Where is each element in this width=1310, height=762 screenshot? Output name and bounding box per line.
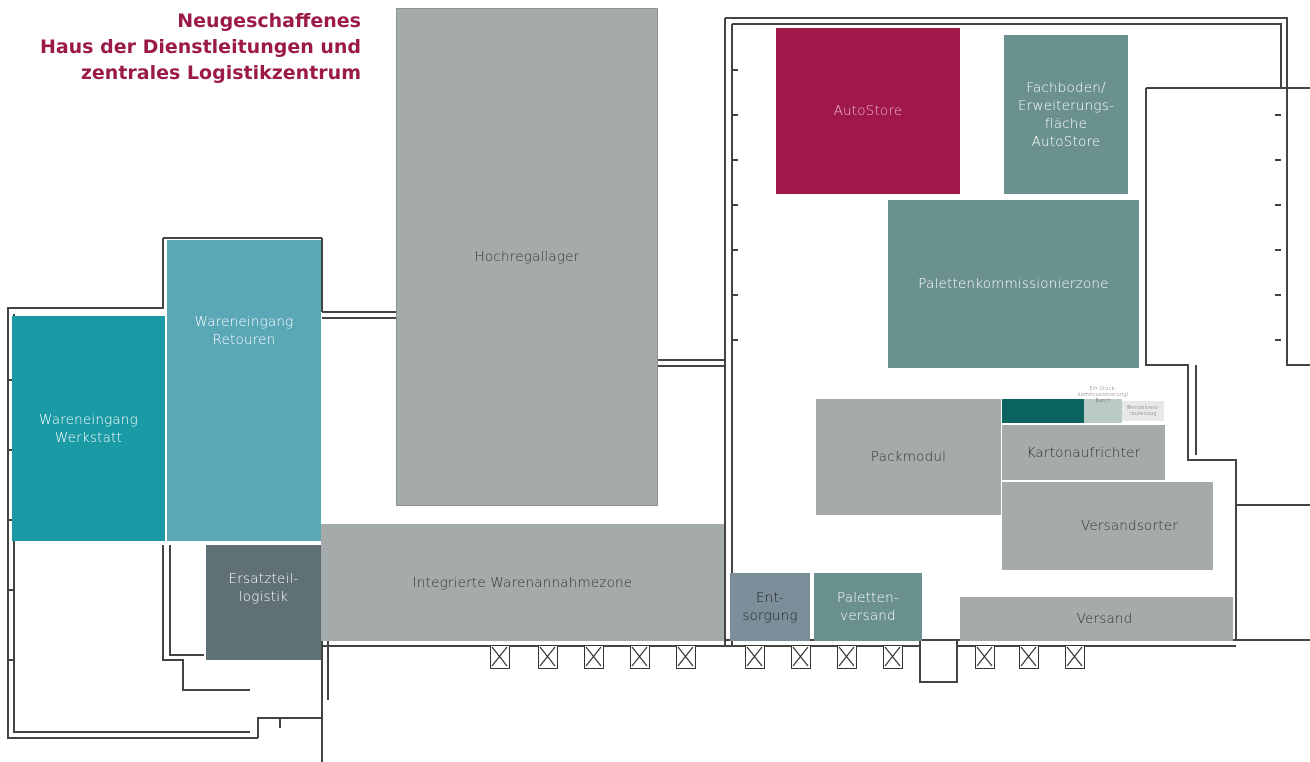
- dock-gate-icon: [1065, 645, 1085, 669]
- zone-wareneingang-retouren: Wareneingang Retouren: [167, 240, 321, 541]
- dock-gate-icon: [538, 645, 558, 669]
- dock-gate-icon: [490, 645, 510, 669]
- zone-fachboden: Fachboden/ Erweiterungs- fläche AutoStor…: [1004, 35, 1128, 194]
- zone-versandsorter: Versandsorter: [1002, 482, 1213, 570]
- zone-versand: Versand: [960, 597, 1233, 641]
- zone-wareneingang-retouren-label: Wareneingang Retouren: [194, 313, 294, 348]
- zone-integrierte-warenannahmezone: Integrierte Warenannahmezone: [321, 524, 724, 641]
- title-line-3: zentrales Logistikzentrum: [80, 62, 361, 84]
- title-line-2: Haus der Dienstleitungen und: [39, 36, 361, 58]
- dock-gate-icon: [630, 645, 650, 669]
- zone-hochregallager-label: Hochregallager: [474, 249, 580, 265]
- zone-autostore-label: AutoStore: [833, 103, 903, 119]
- dock-gate-icon: [676, 645, 696, 669]
- zone-entsorgung: Ent- sorgung: [730, 573, 810, 641]
- zone-einstueck-label-box: Ein-Stück- kommissionierung/ Batch: [1068, 383, 1138, 407]
- zone-fachboden-label: Fachboden/ Erweiterungs- fläche AutoStor…: [1017, 79, 1115, 150]
- zone-versand-label: Versand: [1076, 611, 1133, 627]
- zone-ersatzteillogistik-label: Ersatzteil- logistik: [228, 570, 299, 605]
- title-line-1: Neugeschaffenes: [177, 10, 361, 32]
- plan-title: Neugeschaffenes Haus der Dienstleitungen…: [40, 8, 361, 86]
- zone-einstueck-light: [1084, 399, 1122, 423]
- dock-gate-icon: [1019, 645, 1039, 669]
- zone-palettenkommissionierzone-label: Palettenkommissionierzone: [918, 276, 1109, 292]
- zone-entsorgung-label: Ent- sorgung: [742, 590, 798, 624]
- zone-ersatzteillogistik: Ersatzteil- logistik: [206, 545, 321, 660]
- zone-palettenversand: Paletten- versand: [814, 573, 922, 641]
- dock-gate-icon: [745, 645, 765, 669]
- zone-wendekreis: Wendekreis- routenzug: [1122, 401, 1164, 421]
- zone-autostore: AutoStore: [776, 28, 960, 194]
- dock-gate-icon: [791, 645, 811, 669]
- zone-palettenkommissionierzone: Palettenkommissionierzone: [888, 200, 1139, 368]
- zone-versandsorter-label: Versandsorter: [1080, 518, 1179, 534]
- dock-gate-icon: [883, 645, 903, 669]
- dock-gate-icon: [975, 645, 995, 669]
- dock-gate-icon: [837, 645, 857, 669]
- dock-gate-icon: [584, 645, 604, 669]
- zone-hochregallager: Hochregallager: [396, 8, 658, 506]
- zone-palettenversand-label: Paletten- versand: [837, 590, 899, 624]
- zone-einstueck-label: Ein-Stück- kommissionierung/ Batch: [1077, 386, 1129, 404]
- zone-packmodul-label: Packmodul: [870, 449, 947, 465]
- zone-kartonaufrichter-label: Kartonaufrichter: [1026, 444, 1141, 461]
- zone-wareneingang-werkstatt-label: Wareneingang Werkstatt: [39, 411, 138, 446]
- zone-einstueck-dark: [1002, 399, 1084, 423]
- zone-kartonaufrichter: Kartonaufrichter: [1002, 425, 1165, 480]
- zone-packmodul: Packmodul: [816, 399, 1001, 515]
- zone-wendekreis-label: Wendekreis- routenzug: [1126, 405, 1160, 417]
- zone-wareneingang-werkstatt: Wareneingang Werkstatt: [12, 316, 165, 541]
- zone-integrierte-warenannahmezone-label: Integrierte Warenannahmezone: [412, 574, 633, 591]
